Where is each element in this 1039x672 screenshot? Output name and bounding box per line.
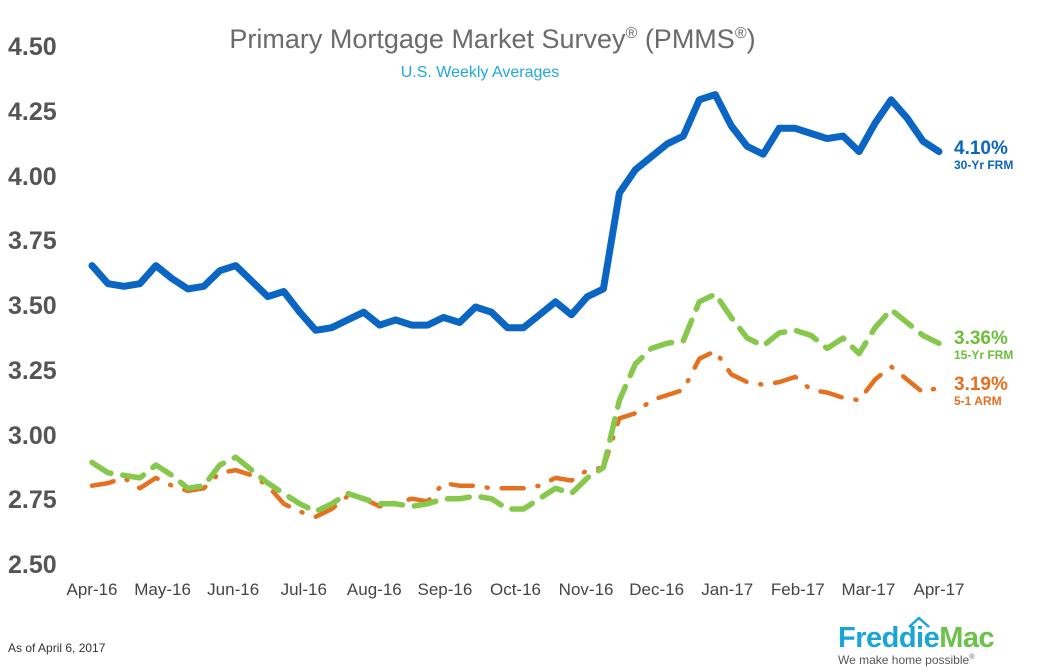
y-tick-label: 3.75 — [8, 227, 57, 256]
y-tick-label: 2.50 — [8, 551, 57, 579]
x-tick-label: Oct-16 — [489, 580, 542, 599]
label-15yr-frm: 3.36% 15-Yr FRM — [954, 329, 1013, 361]
y-tick-label: 4.50 — [8, 33, 57, 61]
chart-subtitle: U.S. Weekly Averages — [400, 64, 560, 81]
x-tick-label: Nov-16 — [558, 580, 614, 599]
freddie-mac-logo: FreddieMac We make home possible® — [838, 616, 998, 667]
as-of-note: As of April 6, 2017 — [8, 641, 106, 655]
x-tick-label: Mar-17 — [841, 580, 896, 599]
label-51arm: 3.19% 5-1 ARM — [954, 375, 1008, 407]
y-tick-label: 3.25 — [8, 356, 57, 385]
logo-wordmark: FreddieMac — [838, 622, 995, 654]
y-tick-label: 3.00 — [8, 421, 57, 450]
x-tick-label: Feb-17 — [770, 580, 825, 599]
series-line-15-yr-frm — [89, 291, 942, 515]
logo-tagline: We make home possible® — [838, 653, 975, 667]
x-tick-label: Jul-16 — [280, 580, 327, 599]
y-tick-label: 3.50 — [8, 292, 57, 320]
x-tick-label: Jan-17 — [701, 580, 754, 599]
chart-title: Primary Mortgage Market Survey® (PMMS®) — [229, 24, 756, 54]
x-tick-label: Jun-16 — [207, 580, 260, 599]
x-tick-label: May-16 — [134, 580, 191, 599]
x-tick-label: Apr-16 — [66, 580, 118, 599]
label-30yr-value: 4.10% — [954, 138, 1008, 159]
x-tick-label: Dec-16 — [629, 580, 685, 599]
x-tick-label: Aug-16 — [346, 580, 402, 599]
label-15yr-name: 15-Yr FRM — [954, 348, 1014, 362]
x-tick-label: Sep-16 — [417, 580, 473, 599]
y-tick-label: 4.00 — [8, 162, 57, 191]
y-tick-label: 2.75 — [8, 486, 57, 515]
y-tick-label: 4.25 — [8, 97, 57, 126]
house-roof-icon — [908, 616, 930, 628]
label-15yr-value: 3.36% — [954, 328, 1008, 349]
series-line-5-1-arm — [89, 348, 942, 520]
series-line-30-yr-frm — [88, 91, 943, 334]
label-51arm-name: 5-1 ARM — [954, 394, 1002, 408]
x-tick-label: Apr-17 — [913, 580, 965, 599]
label-51arm-value: 3.19% — [954, 374, 1008, 395]
label-30yr-frm: 4.10% 30-Yr FRM — [954, 139, 1013, 171]
label-30yr-name: 30-Yr FRM — [954, 158, 1014, 172]
